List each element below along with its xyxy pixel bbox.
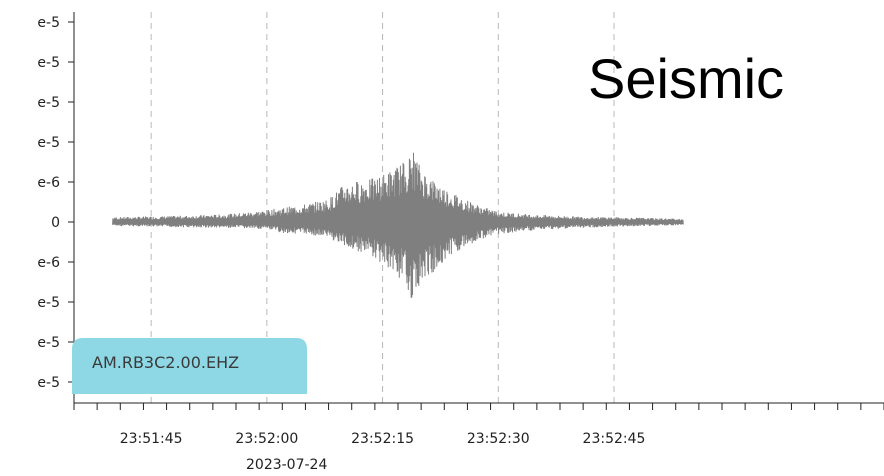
x-tick-label: 23:51:45 bbox=[120, 431, 183, 447]
x-tick-label: 23:52:30 bbox=[467, 431, 530, 447]
x-axis: 23:51:45 23:52:00 23:52:15 23:52:30 23:52:45 bbox=[73, 402, 884, 447]
x-tick-label: 23:52:00 bbox=[235, 431, 298, 447]
y-tick-label: e-5 bbox=[37, 375, 60, 391]
y-tick-label: e-5 bbox=[37, 295, 60, 311]
station-badge: AM.RB3C2.00.EHZ bbox=[72, 338, 307, 394]
station-badge-background bbox=[72, 338, 307, 394]
x-tick-label: 23:52:15 bbox=[351, 431, 414, 447]
chart-title: Seismic bbox=[588, 47, 784, 110]
y-tick-label: 0 bbox=[51, 215, 60, 231]
date-label: 2023-07-24 bbox=[246, 457, 327, 473]
y-axis: e-5 e-5 e-5 e-5 e-6 0 e-6 e-5 e-5 e-5 bbox=[37, 12, 75, 403]
y-tick-label: e-6 bbox=[37, 255, 60, 271]
y-tick-label: e-6 bbox=[37, 175, 60, 191]
seismic-trace bbox=[112, 152, 684, 298]
y-tick-label: e-5 bbox=[37, 135, 60, 151]
y-tick-label: e-5 bbox=[37, 55, 60, 71]
x-tick-label: 23:52:45 bbox=[583, 431, 646, 447]
y-tick-label: e-5 bbox=[37, 15, 60, 31]
y-tick-label: e-5 bbox=[37, 335, 60, 351]
y-tick-label: e-5 bbox=[37, 95, 60, 111]
station-label: AM.RB3C2.00.EHZ bbox=[92, 353, 239, 372]
